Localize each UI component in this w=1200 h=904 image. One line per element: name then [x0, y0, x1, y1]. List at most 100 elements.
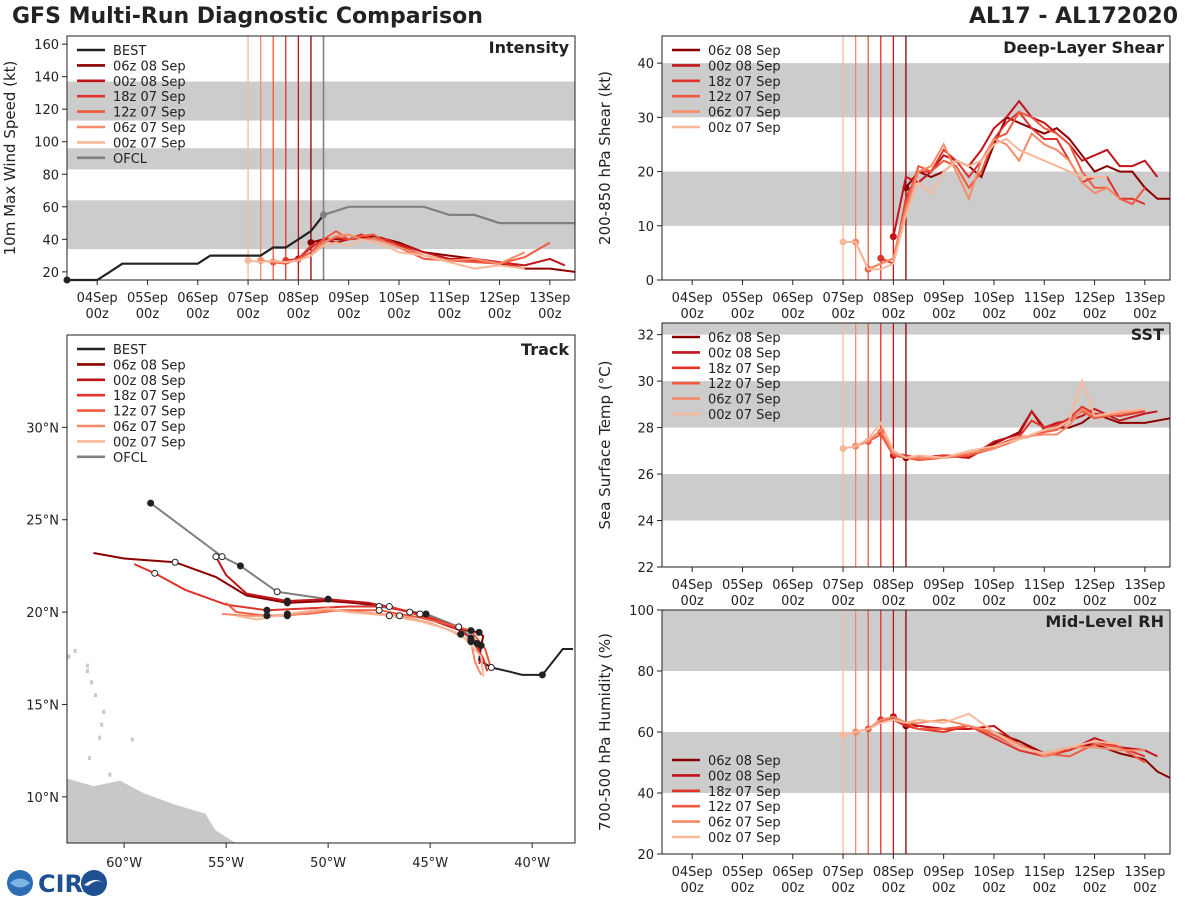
intensity-legend-label-12z-07-sep: 12z 07 Sep: [113, 106, 186, 121]
sst-xtick-label: 13Sep: [1124, 578, 1165, 593]
track-legend-label-06z-07-sep: 06z 07 Sep: [113, 420, 186, 435]
cira-logo: CIRA: [4, 866, 114, 904]
sst-xtick-sublabel: 00z: [1033, 594, 1057, 609]
shear-xtick-sublabel: 00z: [1083, 307, 1107, 322]
intensity-ytick-label: 120: [34, 103, 59, 118]
sst-xtick-sublabel: 00z: [982, 594, 1006, 609]
rh-ytick-label: 80: [637, 665, 654, 680]
caribbean-island: [85, 669, 89, 674]
intensity-xtick-sublabel: 00z: [287, 307, 311, 322]
rh-xtick-label: 11Sep: [1024, 865, 1065, 880]
intensity-ytick-label: 160: [34, 38, 59, 53]
sst-ytick-label: 24: [637, 515, 654, 530]
intensity-legend-label-00z-08-sep: 00z 08 Sep: [113, 75, 186, 90]
track-point-ofcl: [147, 499, 155, 507]
intensity-xtick-sublabel: 00z: [488, 307, 512, 322]
rh-title: Mid-Level RH: [1045, 612, 1164, 631]
logo-swirl-icon: [81, 870, 107, 896]
shear-legend-label-06z-08-sep: 06z 08 Sep: [708, 44, 781, 59]
rh-xtick-sublabel: 00z: [932, 881, 956, 896]
rh-xtick-sublabel: 00z: [1033, 881, 1057, 896]
sst-ytick-label: 28: [637, 422, 654, 437]
shear-xtick-label: 07Sep: [823, 291, 864, 306]
intensity-series-00z-07-sep: [247, 238, 525, 270]
shear-title: Deep-Layer Shear: [1003, 38, 1164, 57]
intensity-ytick-label: 40: [42, 233, 59, 248]
intensity-xtick-label: 11Sep: [429, 291, 470, 306]
track-title: Track: [521, 340, 569, 359]
shear-xtick-label: 08Sep: [873, 291, 914, 306]
caribbean-island: [73, 648, 77, 653]
track-legend-label-06z-08-sep: 06z 08 Sep: [113, 358, 186, 373]
sst-legend-label-00z-08-sep: 00z 08 Sep: [708, 346, 781, 361]
sst-plot-area: [662, 323, 1170, 567]
shear-xtick-label: 06Sep: [772, 291, 813, 306]
shear-ytick-label: 40: [637, 57, 654, 72]
shear-xtick-label: 05Sep: [722, 291, 763, 306]
shear-xtick-label: 12Sep: [1074, 291, 1115, 306]
track-ytick-label: 20°N: [26, 606, 59, 621]
shear-ytick-label: 0: [646, 274, 654, 289]
intensity-xtick-sublabel: 00z: [337, 307, 361, 322]
shear-series-00z-07-sep: [843, 137, 1108, 271]
intensity-xtick-sublabel: 00z: [136, 307, 160, 322]
shear-xtick-sublabel: 00z: [781, 307, 805, 322]
sst-start-point-00z-07-sep: [839, 444, 847, 452]
rh-ytick-label: 20: [637, 848, 654, 863]
shear-legend-label-00z-08-sep: 00z 08 Sep: [708, 59, 781, 74]
intensity-ytick-label: 80: [42, 168, 59, 183]
rh-legend-label-00z-08-sep: 00z 08 Sep: [708, 769, 781, 784]
track-point-ofcl: [273, 588, 281, 596]
shear-ylabel: 200-850 hPa Shear (kt): [596, 71, 614, 245]
track-point-ofcl: [455, 623, 463, 631]
sst-frame: [661, 322, 1171, 568]
intensity-band-1: [67, 148, 575, 170]
shear-series-12z-07-sep: [867, 110, 1146, 271]
intensity-legend-label-best: BEST: [113, 44, 146, 59]
track-xtick-label: 60°W: [106, 856, 142, 871]
track-legend-label-00z-07-sep: 00z 07 Sep: [113, 435, 186, 450]
sst-band-2: [662, 323, 1170, 335]
rh-legend-label-06z-08-sep: 06z 08 Sep: [708, 754, 781, 769]
rh-panel: 2040608010004Sep00z05Sep00z06Sep00z07Sep…: [596, 604, 1171, 896]
shear-xtick-sublabel: 00z: [982, 307, 1006, 322]
intensity-xtick-label: 09Sep: [328, 291, 369, 306]
sst-xtick-sublabel: 00z: [680, 594, 704, 609]
south-america-land: [66, 777, 238, 844]
track-ytick-label: 30°N: [26, 421, 59, 436]
track-point-12z-07-sep: [467, 627, 475, 635]
shear-panel: 01020304004Sep00z05Sep00z06Sep00z07Sep00…: [596, 35, 1171, 322]
shear-xtick-label: 10Sep: [973, 291, 1014, 306]
track-point-06z-08-sep: [416, 610, 424, 618]
sst-xtick-label: 05Sep: [722, 578, 763, 593]
track-point-00z-08-sep: [212, 553, 220, 561]
sst-legend-label-06z-08-sep: 06z 08 Sep: [708, 331, 781, 346]
rh-xtick-sublabel: 00z: [882, 881, 906, 896]
intensity-xtick-sublabel: 00z: [186, 307, 210, 322]
sst-legend-label-18z-07-sep: 18z 07 Sep: [708, 362, 781, 377]
rh-xtick-label: 13Sep: [1124, 865, 1165, 880]
rh-xtick-sublabel: 00z: [1133, 881, 1157, 896]
sst-xtick-label: 10Sep: [973, 578, 1014, 593]
rh-xtick-label: 05Sep: [722, 865, 763, 880]
rh-start-point-00z-07-sep: [839, 731, 847, 739]
track-legend-label-18z-07-sep: 18z 07 Sep: [113, 389, 186, 404]
sst-band-0: [662, 474, 1170, 521]
shear-legend-label-06z-07-sep: 06z 07 Sep: [708, 106, 781, 121]
track-point-00z-08-sep: [283, 597, 291, 605]
track-xtick-label: 55°W: [208, 856, 244, 871]
sst-xtick-label: 08Sep: [873, 578, 914, 593]
intensity-xtick-sublabel: 00z: [236, 307, 260, 322]
intensity-xtick-sublabel: 00z: [438, 307, 462, 322]
intensity-frame: [66, 35, 576, 281]
rh-xtick-label: 09Sep: [923, 865, 964, 880]
intensity-ytick-label: 60: [42, 201, 59, 216]
track-point-ofcl: [218, 553, 226, 561]
track-point-ofcl: [422, 610, 430, 618]
sst-series-12z-07-sep: [867, 408, 1146, 462]
sst-xtick-sublabel: 00z: [781, 594, 805, 609]
shear-start-point-00z-07-sep: [839, 238, 847, 246]
intensity-title: Intensity: [489, 38, 570, 57]
track-legend-label-12z-07-sep: 12z 07 Sep: [113, 405, 186, 420]
